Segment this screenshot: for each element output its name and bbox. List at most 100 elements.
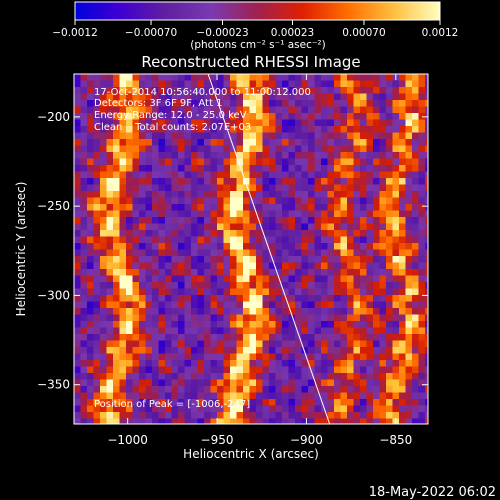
heatmap-cell [256, 288, 264, 296]
heatmap-cell [230, 139, 238, 147]
heatmap-cell [87, 165, 95, 173]
heatmap-cell [301, 275, 309, 283]
heatmap-cell [373, 301, 381, 309]
heatmap-cell [93, 139, 101, 147]
heatmap-cell [405, 191, 413, 199]
heatmap-cell [288, 314, 296, 322]
heatmap-cell [100, 119, 108, 127]
heatmap-cell [269, 236, 277, 244]
heatmap-cell [425, 360, 428, 368]
heatmap-cell [425, 171, 428, 179]
heatmap-cell [230, 178, 238, 186]
heatmap-cell [373, 152, 381, 160]
heatmap-cell [171, 256, 179, 264]
heatmap-cell [204, 184, 212, 192]
heatmap-cell [100, 314, 108, 322]
heatmap-cell [113, 145, 121, 153]
heatmap-cell [327, 379, 335, 387]
heatmap-cell [139, 275, 147, 283]
heatmap-cell [152, 405, 160, 413]
heatmap-cell [249, 353, 257, 361]
heatmap-cell [113, 171, 121, 179]
heatmap-cell [392, 152, 400, 160]
heatmap-cell [171, 106, 179, 114]
heatmap-cell [100, 321, 108, 329]
heatmap-cell [282, 295, 290, 303]
heatmap-cell [74, 204, 82, 212]
heatmap-cell [275, 301, 283, 309]
heatmap-cell [243, 308, 251, 316]
heatmap-cell [327, 191, 335, 199]
heatmap-cell [158, 353, 166, 361]
y-tick-label: −350 [37, 378, 70, 392]
heatmap-cell [80, 418, 88, 424]
heatmap-cell [145, 132, 153, 140]
heatmap-cell [334, 74, 342, 82]
heatmap-cell [425, 93, 428, 101]
heatmap-cell [106, 282, 114, 290]
heatmap-cell [282, 353, 290, 361]
heatmap-cell [282, 399, 290, 407]
heatmap-cell [288, 119, 296, 127]
heatmap-cell [262, 139, 270, 147]
heatmap-cell [347, 139, 355, 147]
heatmap-cell [301, 145, 309, 153]
heatmap-cell [106, 152, 114, 160]
heatmap-cell [158, 132, 166, 140]
heatmap-cell [184, 158, 192, 166]
heatmap-cell [386, 256, 394, 264]
heatmap-cell [165, 223, 173, 231]
heatmap-cell [204, 145, 212, 153]
heatmap-cell [113, 399, 121, 407]
heatmap-cell [217, 113, 225, 121]
heatmap-cell [379, 184, 387, 192]
heatmap-cell [80, 334, 88, 342]
heatmap-cell [353, 288, 361, 296]
heatmap-cell [295, 236, 303, 244]
heatmap-cell [243, 113, 251, 121]
heatmap-cell [340, 308, 348, 316]
heatmap-cell [100, 386, 108, 394]
heatmap-cell [392, 295, 400, 303]
heatmap-cell [295, 171, 303, 179]
heatmap-cell [158, 152, 166, 160]
heatmap-cell [392, 178, 400, 186]
heatmap-cell [165, 327, 173, 335]
heatmap-cell [366, 230, 374, 238]
heatmap-cell [223, 249, 231, 257]
heatmap-cell [269, 308, 277, 316]
heatmap-cell [191, 217, 199, 225]
heatmap-cell [100, 126, 108, 134]
heatmap-cell [262, 93, 270, 101]
heatmap-cell [100, 191, 108, 199]
heatmap-cell [308, 223, 316, 231]
heatmap-cell [152, 249, 160, 257]
heatmap-cell [158, 340, 166, 348]
heatmap-cell [152, 126, 160, 134]
heatmap-cell [132, 184, 140, 192]
heatmap-cell [158, 93, 166, 101]
heatmap-cell [327, 243, 335, 251]
heatmap-cell [184, 210, 192, 218]
heatmap-cell [412, 249, 420, 257]
heatmap-cell [126, 288, 134, 296]
heatmap-cell [74, 275, 82, 283]
heatmap-cell [87, 366, 95, 374]
heatmap-cell [295, 275, 303, 283]
heatmap-cell [152, 366, 160, 374]
heatmap-cell [314, 106, 322, 114]
heatmap-cell [74, 178, 82, 186]
heatmap-cell [347, 379, 355, 387]
heatmap-cell [139, 158, 147, 166]
heatmap-cell [171, 132, 179, 140]
heatmap-cell [93, 353, 101, 361]
heatmap-cell [379, 132, 387, 140]
heatmap-cell [288, 191, 296, 199]
heatmap-cell [262, 249, 270, 257]
heatmap-cell [145, 347, 153, 355]
heatmap-cell [353, 74, 361, 82]
heatmap-cell [373, 210, 381, 218]
heatmap-cell [295, 269, 303, 277]
heatmap-cell [80, 262, 88, 270]
heatmap-cell [230, 249, 238, 257]
